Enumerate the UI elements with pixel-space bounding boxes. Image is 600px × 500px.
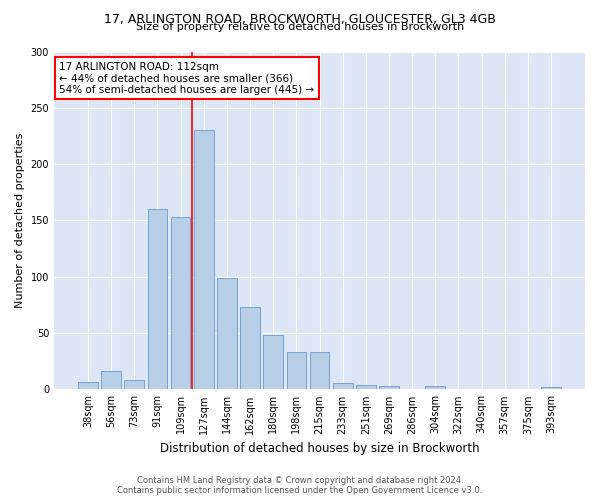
Bar xyxy=(78,382,98,390)
Bar xyxy=(240,307,260,390)
Text: 17, ARLINGTON ROAD, BROCKWORTH, GLOUCESTER, GL3 4GB: 17, ARLINGTON ROAD, BROCKWORTH, GLOUCEST… xyxy=(104,12,496,26)
Bar xyxy=(541,387,561,390)
Bar xyxy=(194,130,214,390)
Bar xyxy=(263,336,283,390)
Y-axis label: Number of detached properties: Number of detached properties xyxy=(15,133,25,308)
Bar xyxy=(101,372,121,390)
Text: Size of property relative to detached houses in Brockworth: Size of property relative to detached ho… xyxy=(136,22,464,32)
Bar xyxy=(217,278,237,390)
Text: 17 ARLINGTON ROAD: 112sqm
← 44% of detached houses are smaller (366)
54% of semi: 17 ARLINGTON ROAD: 112sqm ← 44% of detac… xyxy=(59,62,314,95)
Bar xyxy=(148,209,167,390)
Bar xyxy=(356,385,376,390)
Bar xyxy=(333,382,353,390)
X-axis label: Distribution of detached houses by size in Brockworth: Distribution of detached houses by size … xyxy=(160,442,479,455)
Bar xyxy=(171,217,190,390)
Text: Contains HM Land Registry data © Crown copyright and database right 2024.
Contai: Contains HM Land Registry data © Crown c… xyxy=(118,476,482,495)
Bar xyxy=(379,386,399,390)
Bar xyxy=(425,386,445,390)
Bar xyxy=(124,380,144,390)
Bar xyxy=(310,352,329,390)
Bar xyxy=(287,352,306,390)
